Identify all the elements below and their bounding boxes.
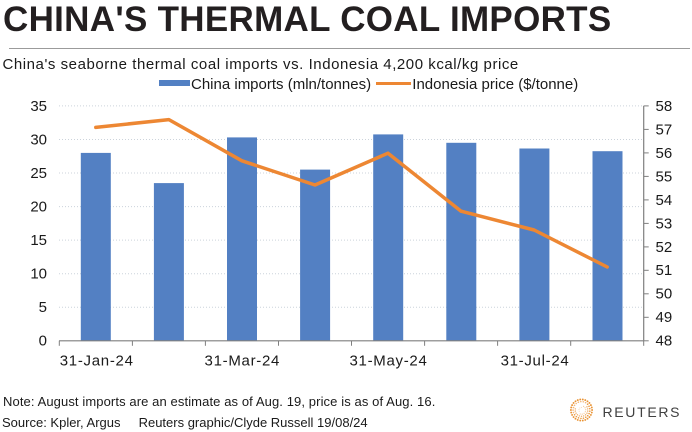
svg-text:31-May-24: 31-May-24 [350, 353, 428, 370]
svg-text:31-Mar-24: 31-Mar-24 [205, 353, 281, 370]
svg-text:0: 0 [39, 333, 47, 350]
svg-text:53: 53 [656, 215, 673, 232]
svg-text:15: 15 [30, 232, 47, 249]
svg-text:58: 58 [656, 98, 673, 115]
svg-text:52: 52 [656, 239, 673, 256]
svg-text:20: 20 [30, 199, 47, 216]
svg-text:54: 54 [656, 192, 673, 209]
svg-text:25: 25 [30, 165, 47, 182]
svg-text:5: 5 [39, 299, 47, 316]
svg-text:31-Jul-24: 31-Jul-24 [501, 353, 570, 370]
svg-text:51: 51 [656, 262, 673, 279]
svg-text:31-Jan-24: 31-Jan-24 [60, 353, 134, 370]
svg-text:35: 35 [30, 98, 47, 115]
svg-text:30: 30 [30, 131, 47, 148]
svg-text:50: 50 [656, 286, 673, 303]
svg-text:55: 55 [656, 168, 673, 185]
svg-text:49: 49 [656, 309, 673, 326]
svg-text:48: 48 [656, 333, 673, 350]
svg-text:56: 56 [656, 145, 673, 162]
svg-text:57: 57 [656, 121, 673, 138]
svg-text:10: 10 [30, 266, 47, 283]
